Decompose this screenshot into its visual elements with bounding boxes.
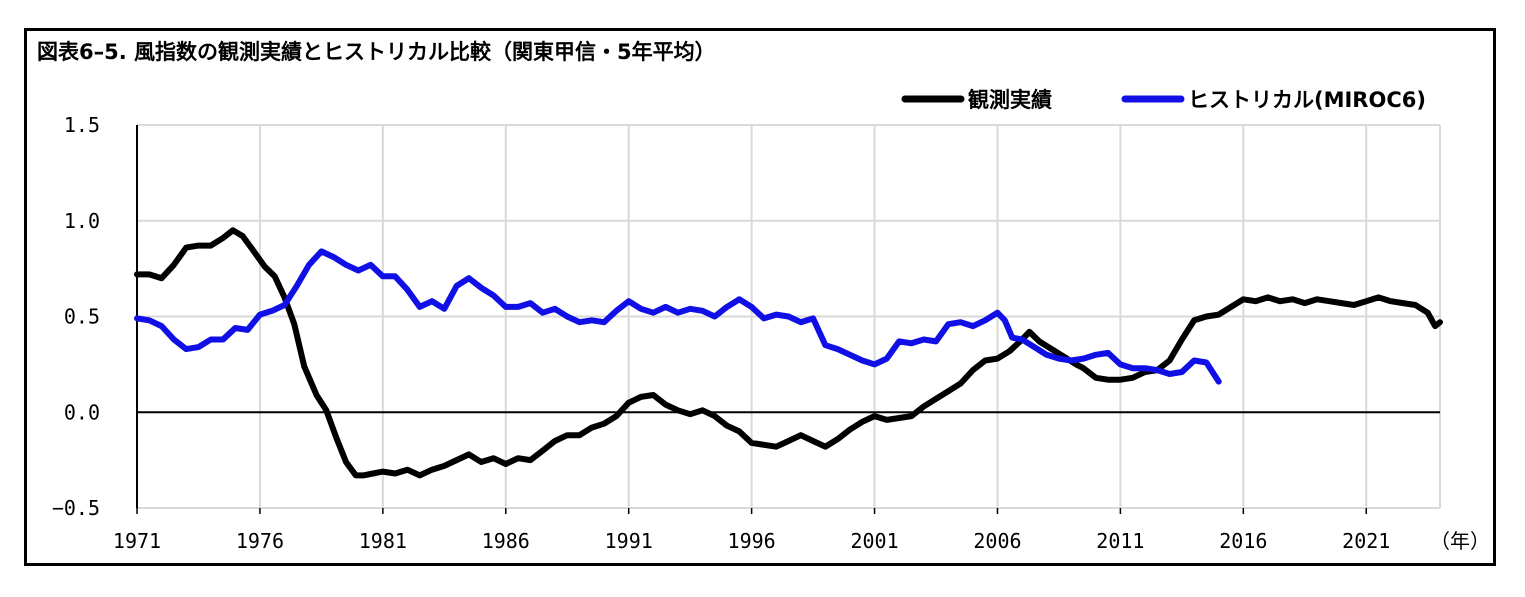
x-tick-label: 2006	[973, 529, 1021, 553]
y-tick-label: 1.0	[64, 209, 100, 233]
y-tick-label: 1.5	[64, 113, 100, 137]
legend-label: ヒストリカル(MIROC6)	[1188, 88, 1426, 112]
series-line-historical	[134, 248, 1222, 385]
x-tick-label: 2001	[850, 529, 898, 553]
x-tick-label: 1976	[236, 529, 284, 553]
x-tick-labels: 1971 1976 1981 1986 1991 1996 2001 2006 2011 2016…	[113, 529, 1390, 553]
y-tick-labels: 1.5 1.0 0.5 0.0 −0.5	[52, 113, 100, 520]
y-tick-label: 0.0	[64, 400, 100, 424]
series-lines	[134, 227, 1443, 479]
x-axis-label: （年）	[1430, 529, 1490, 553]
x-tick-label: 2016	[1219, 529, 1267, 553]
y-tick-label: 0.5	[64, 305, 100, 329]
x-tick-label: 1986	[482, 529, 530, 553]
x-tick-label: 2011	[1096, 529, 1144, 553]
x-tick-label: 1991	[605, 529, 653, 553]
chart-frame	[24, 28, 1496, 566]
chart-title: 図表6–5. 風指数の観測実績とヒストリカル比較（関東甲信・5年平均）	[37, 40, 716, 64]
legend: 観測実績 ヒストリカル(MIROC6)	[901, 88, 1426, 112]
legend-label: 観測実績	[968, 88, 1052, 112]
series-line-observed	[134, 227, 1443, 479]
x-tick-label: 1981	[359, 529, 407, 553]
x-tick-label: 2021	[1342, 529, 1390, 553]
x-tick-label: 1996	[728, 529, 776, 553]
x-tick-label: 1971	[113, 529, 161, 553]
y-tick-label: −0.5	[52, 496, 100, 520]
